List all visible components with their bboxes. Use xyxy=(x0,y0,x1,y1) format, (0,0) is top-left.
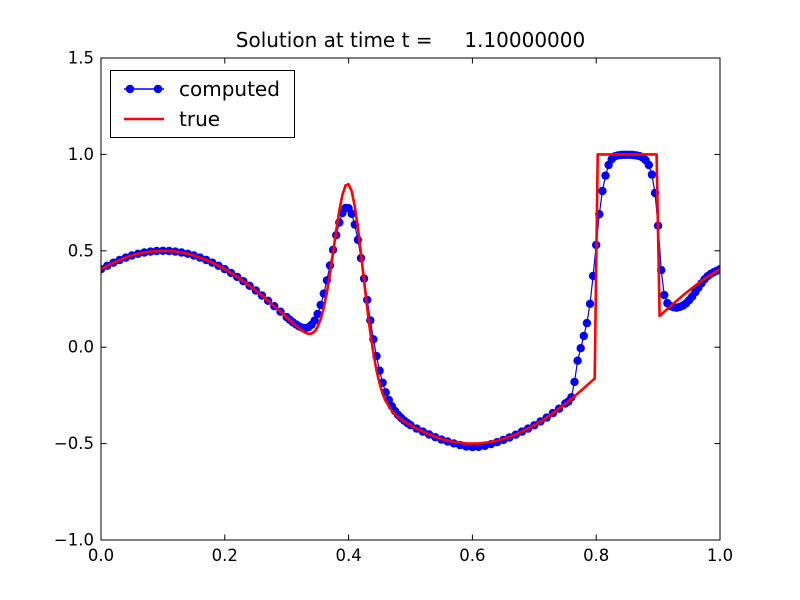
computed-marker xyxy=(601,171,610,180)
data-layer xyxy=(101,150,720,452)
computed-line xyxy=(101,154,720,448)
computed-line-marker-icon xyxy=(124,84,164,94)
true-line xyxy=(101,153,720,445)
legend-item-true: true xyxy=(121,108,280,130)
y-tick-label: −1.0 xyxy=(54,531,94,550)
x-tick-label: 0.6 xyxy=(459,546,485,565)
x-tick-label: 0.8 xyxy=(583,546,609,565)
x-tick-label: 0.4 xyxy=(335,546,361,565)
computed-marker xyxy=(644,160,653,170)
x-tick-label: 0.0 xyxy=(88,546,114,565)
computed-marker xyxy=(576,344,585,353)
computed-marker xyxy=(468,442,477,452)
computed-marker xyxy=(585,299,595,308)
y-tick-label: −0.5 xyxy=(54,434,94,453)
computed-marker xyxy=(573,356,582,365)
true-line-icon xyxy=(124,117,164,121)
computed-marker xyxy=(582,318,592,328)
legend-label-computed: computed xyxy=(179,77,280,101)
axes-spines xyxy=(100,57,721,541)
plot-title: Solution at time t = 1.10000000 xyxy=(235,28,586,52)
legend-item-computed: computed xyxy=(121,78,280,100)
legend: computed true xyxy=(110,70,295,138)
computed-marker xyxy=(347,209,356,218)
computed-marker xyxy=(579,331,588,341)
y-tick-label: 0.0 xyxy=(68,338,94,357)
computed-marker xyxy=(570,377,579,387)
legend-label-true: true xyxy=(179,107,221,131)
x-tick-label: 0.2 xyxy=(212,546,238,565)
y-tick-label: 1.5 xyxy=(68,49,94,68)
y-tick-label: 1.0 xyxy=(68,145,94,164)
x-tick-label: 1.0 xyxy=(707,546,733,565)
y-tick-label: 0.5 xyxy=(68,241,94,260)
computed-marker xyxy=(313,309,322,319)
computed-marker xyxy=(598,186,607,196)
computed-marker xyxy=(310,316,319,325)
computed-marker xyxy=(647,170,657,179)
computed-marker xyxy=(660,290,669,300)
computed-marker xyxy=(474,442,483,452)
